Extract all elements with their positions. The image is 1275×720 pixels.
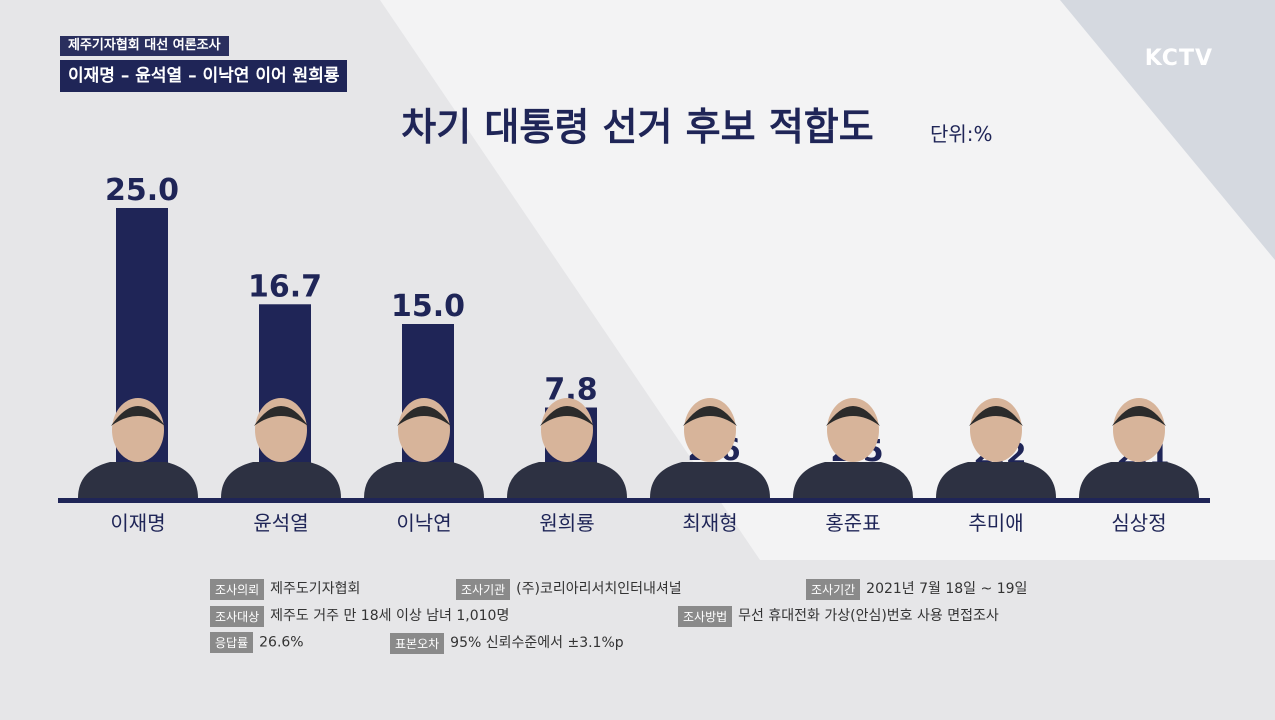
survey-target-value: 제주도 거주 만 18세 이상 남녀 1,010명 — [270, 608, 510, 624]
category-label: 이낙연 — [396, 511, 451, 535]
survey-agency-label: 조사기관 — [456, 578, 511, 600]
chart-baseline — [58, 498, 1210, 503]
candidate-photo — [364, 398, 484, 498]
candidate-photo — [1079, 398, 1199, 498]
headline-tag-top: 제주기자협회 대선 여론조사 — [60, 36, 229, 56]
candidate-photo — [78, 398, 198, 498]
survey-agency: 조사기관 (주)코리아리서치인터내셔널 — [456, 578, 682, 600]
candidate-photo — [221, 398, 341, 498]
survey-response-label: 응답률 — [210, 632, 254, 653]
survey-client-value: 제주도기자협회 — [270, 581, 361, 597]
survey-client: 조사의뢰 제주도기자협회 — [210, 578, 360, 600]
unit-label: 단위:% — [930, 122, 993, 146]
category-label: 윤석열 — [253, 511, 308, 535]
category-label: 이재명 — [110, 511, 165, 535]
survey-target: 조사대상 제주도 거주 만 18세 이상 남녀 1,010명 — [210, 605, 509, 627]
headline-tag-main: 이재명 – 윤석열 – 이낙연 이어 원희룡 — [60, 60, 348, 92]
survey-agency-value: (주)코리아리서치인터내셔널 — [516, 581, 682, 597]
survey-error-label: 표본오차 — [390, 632, 445, 654]
bar-chart: 25.0이재명16.7윤석열15.0이낙연7.8원희룡2.6최재형2.5홍준표2… — [58, 173, 1210, 535]
survey-period-label: 조사기간 — [806, 578, 861, 600]
survey-error: 표본오차 95% 신뢰수준에서 ±3.1%p — [390, 632, 624, 654]
survey-target-label: 조사대상 — [210, 605, 265, 627]
survey-response: 응답률 26.6% — [210, 632, 304, 653]
survey-method-value: 무선 휴대전화 가상(안심)번호 사용 면접조사 — [738, 608, 999, 624]
candidate-photo — [793, 398, 913, 498]
candidate-photo — [936, 398, 1056, 498]
candidate-photo — [507, 398, 627, 498]
category-label: 홍준표 — [825, 511, 880, 535]
survey-period-value: 2021년 7월 18일 ~ 19일 — [866, 581, 1028, 597]
category-label: 심상정 — [1111, 511, 1166, 535]
survey-error-value: 95% 신뢰수준에서 ±3.1%p — [450, 635, 624, 651]
survey-method: 조사방법 무선 휴대전화 가상(안심)번호 사용 면접조사 — [678, 605, 999, 627]
survey-client-label: 조사의뢰 — [210, 578, 265, 600]
bar-value-label: 16.7 — [248, 269, 322, 304]
candidate-photo — [650, 398, 770, 498]
bar-value-label: 25.0 — [105, 173, 179, 208]
channel-logo: KCTV — [1144, 46, 1213, 71]
chart-title: 차기 대통령 선거 후보 적합도 — [401, 105, 874, 149]
category-label: 원희룡 — [539, 511, 594, 535]
category-label: 추미애 — [968, 511, 1023, 535]
bar-value-label: 15.0 — [391, 289, 465, 324]
survey-period: 조사기간 2021년 7월 18일 ~ 19일 — [806, 578, 1027, 600]
category-label: 최재형 — [682, 511, 737, 535]
survey-method-label: 조사방법 — [678, 605, 733, 627]
survey-response-value: 26.6% — [259, 634, 304, 651]
